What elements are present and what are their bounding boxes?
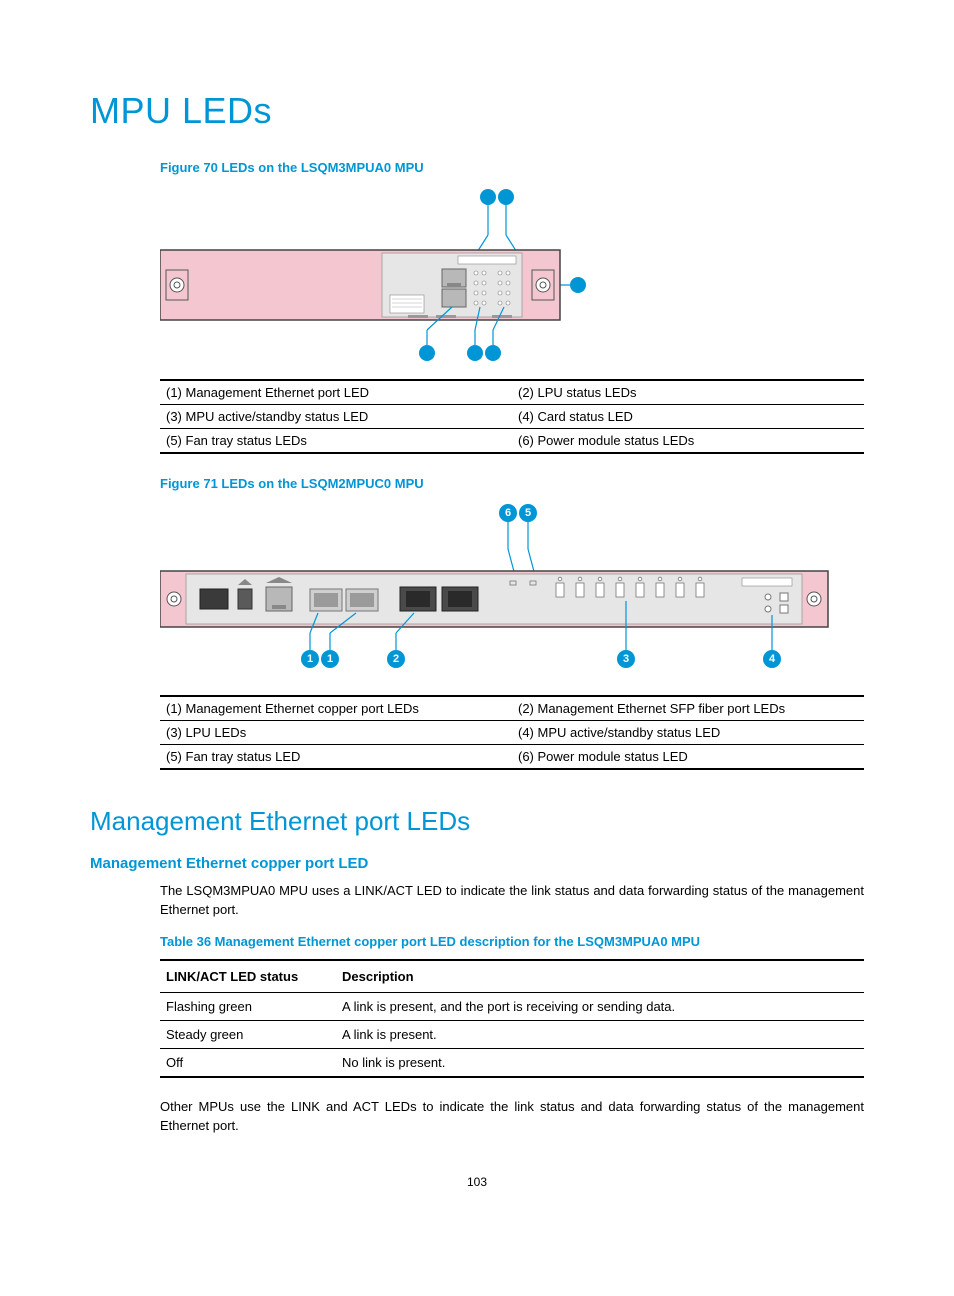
- figure71-caption: Figure 71 LEDs on the LSQM2MPUC0 MPU: [160, 476, 864, 491]
- table-cell: Off: [160, 1048, 336, 1077]
- page-title: MPU LEDs: [90, 90, 864, 132]
- legend-cell: (1) Management Ethernet port LED: [160, 381, 512, 404]
- legend-cell: (2) Management Ethernet SFP fiber port L…: [512, 697, 864, 720]
- page-number: 103: [90, 1175, 864, 1189]
- svg-text:1: 1: [307, 653, 313, 665]
- table36: LINK/ACT LED status Description Flashing…: [160, 959, 864, 1078]
- body-paragraph: The LSQM3MPUA0 MPU uses a LINK/ACT LED t…: [160, 882, 864, 920]
- figure70-caption: Figure 70 LEDs on the LSQM3MPUA0 MPU: [160, 160, 864, 175]
- table36-caption: Table 36 Management Ethernet copper port…: [160, 934, 864, 949]
- legend-cell: (2) LPU status LEDs: [512, 381, 864, 404]
- table-cell: Flashing green: [160, 992, 336, 1020]
- table-cell: No link is present.: [336, 1048, 864, 1077]
- legend-cell: (4) Card status LED: [512, 405, 864, 428]
- svg-text:3: 3: [623, 653, 629, 665]
- legend-cell: (1) Management Ethernet copper port LEDs: [160, 697, 512, 720]
- table-row: Flashing green A link is present, and th…: [160, 992, 864, 1020]
- legend-cell: (5) Fan tray status LED: [160, 745, 512, 768]
- section-heading: Management Ethernet port LEDs: [90, 806, 864, 837]
- svg-text:4: 4: [769, 653, 776, 665]
- table-header: LINK/ACT LED status: [160, 960, 336, 993]
- subsection-heading: Management Ethernet copper port LED: [90, 855, 864, 872]
- table-cell: A link is present, and the port is recei…: [336, 992, 864, 1020]
- svg-text:6: 6: [505, 507, 511, 519]
- legend-cell: (6) Power module status LED: [512, 745, 864, 768]
- svg-text:1: 1: [327, 653, 333, 665]
- table-row: Steady green A link is present.: [160, 1020, 864, 1048]
- figure70-legend: (1) Management Ethernet port LED (2) LPU…: [160, 379, 864, 454]
- table-header: Description: [336, 960, 864, 993]
- table-cell: A link is present.: [336, 1020, 864, 1048]
- legend-cell: (6) Power module status LEDs: [512, 429, 864, 452]
- figure70-diagram: [160, 185, 864, 365]
- legend-cell: (5) Fan tray status LEDs: [160, 429, 512, 452]
- body-paragraph: Other MPUs use the LINK and ACT LEDs to …: [160, 1098, 864, 1136]
- table-row: Off No link is present.: [160, 1048, 864, 1077]
- svg-text:5: 5: [525, 507, 531, 519]
- legend-cell: (3) LPU LEDs: [160, 721, 512, 744]
- svg-text:2: 2: [393, 653, 399, 665]
- figure71-diagram: 6 5: [160, 501, 864, 681]
- legend-cell: (3) MPU active/standby status LED: [160, 405, 512, 428]
- table-cell: Steady green: [160, 1020, 336, 1048]
- figure71-legend: (1) Management Ethernet copper port LEDs…: [160, 695, 864, 770]
- legend-cell: (4) MPU active/standby status LED: [512, 721, 864, 744]
